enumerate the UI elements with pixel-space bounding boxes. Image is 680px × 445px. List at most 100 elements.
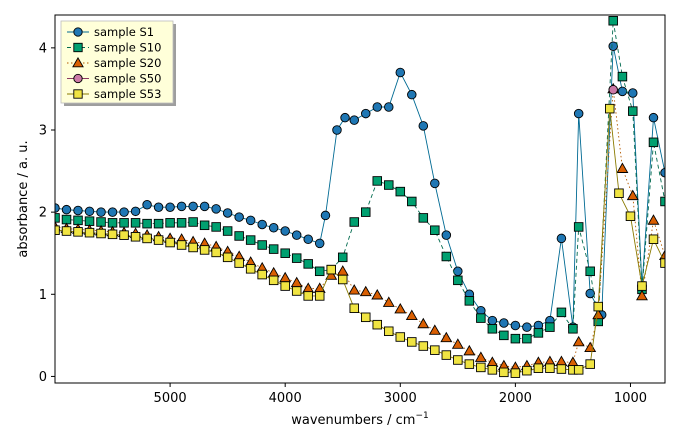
sample-s53-point (96, 228, 106, 239)
sample-s10-point (660, 196, 665, 207)
sample-s1-point (303, 234, 313, 244)
y-tick-label: 1 (39, 288, 47, 303)
sample-s20-point (382, 296, 395, 307)
sample-s10-point (245, 235, 256, 245)
sample-s53-point (476, 362, 486, 373)
sample-s53-point (453, 355, 463, 365)
sample-s20-point (474, 351, 487, 362)
sample-s53-point (593, 301, 603, 312)
sample-s53-point (349, 303, 359, 314)
sample-s53-point (222, 252, 233, 263)
sample-s53-point (119, 230, 129, 240)
sample-s1-point (119, 207, 129, 217)
legend-marker-sample-s1 (73, 27, 83, 37)
legend-label-sample-s20: sample S20 (94, 56, 161, 70)
x-axis-label-main: wavenumbers / cm (291, 413, 415, 428)
sample-s10-point (211, 222, 221, 232)
sample-s20-point (394, 302, 407, 314)
sample-s1-point (280, 226, 290, 236)
sample-s1-point (257, 219, 267, 230)
sample-s53-point (280, 281, 290, 291)
legend-marker-sample-s20 (72, 56, 84, 68)
sample-s1-point (61, 204, 72, 215)
sample-s10-point (349, 217, 359, 227)
sample-s20-point (405, 309, 418, 320)
x-axis-label-superscript: −1 (415, 411, 428, 421)
series-sample-s10 (55, 16, 665, 344)
sample-s20-point (659, 249, 665, 261)
sample-s10-point (153, 218, 164, 229)
sample-s20-point (359, 285, 372, 297)
sample-s20-point (417, 317, 430, 329)
sample-s1-point (199, 201, 210, 212)
sample-s1-point (487, 315, 498, 326)
sample-s10-point (176, 218, 187, 228)
sample-s10-point (617, 71, 628, 82)
sample-s10-point (280, 248, 290, 258)
sample-s53-point (61, 226, 72, 236)
sample-s53-point (165, 237, 175, 248)
sample-s53-point (291, 286, 302, 296)
sample-s10-point (453, 275, 463, 286)
x-tick-label: 4000 (269, 391, 302, 406)
sample-s10-point (510, 333, 521, 344)
x-tick-label: 2000 (499, 391, 532, 406)
sample-s53-point (545, 363, 555, 373)
sample-s1-point (585, 288, 595, 299)
series-sample-s50 (608, 84, 618, 95)
sample-s10-point (407, 196, 417, 207)
sample-s1-point (418, 121, 429, 131)
sample-s10-point (384, 180, 394, 190)
sample-s1-point (608, 41, 618, 51)
sample-s53-point (130, 232, 141, 242)
y-tick-label: 0 (39, 370, 47, 385)
sample-s53-point (522, 365, 532, 376)
sample-s53-point (614, 188, 624, 198)
sample-s10-point (487, 324, 498, 334)
sample-s1-point (407, 89, 417, 100)
sample-s20-point (348, 284, 361, 295)
sample-s53-point (464, 359, 475, 369)
sample-s10-point (165, 218, 175, 228)
sample-s53-point (326, 264, 336, 275)
sample-s1-point (430, 178, 440, 189)
sample-s53-point (176, 240, 187, 250)
sample-s53-point (153, 235, 164, 245)
sample-s53-point (361, 312, 371, 323)
sample-s53-point (395, 332, 406, 342)
sample-s10-point (199, 220, 210, 231)
sample-s53-point (73, 227, 83, 237)
sample-s10-point (268, 244, 279, 254)
sample-s1-point (361, 108, 371, 119)
y-axis-label: absorbance / a. u. (16, 140, 31, 257)
sample-s10-point (142, 218, 152, 229)
sample-s1-point (628, 88, 638, 98)
sample-s1-point (349, 115, 359, 125)
sample-s53-point (107, 229, 118, 240)
sample-s10-point (395, 186, 406, 197)
legend-label-sample-s10: sample S10 (94, 41, 161, 55)
sample-s53-point (585, 359, 595, 369)
sample-s10-point (585, 266, 595, 277)
y-tick-label: 2 (39, 206, 47, 221)
sample-s10-point (222, 226, 233, 236)
sample-s1-point (107, 207, 118, 217)
sample-s1-point (153, 202, 164, 212)
sample-s53-point (245, 264, 256, 274)
sample-s53-point (499, 367, 509, 378)
sample-s1-point (384, 102, 394, 112)
sample-s53-point (234, 258, 244, 268)
sample-s10-point (372, 176, 383, 186)
legend-label-sample-s1: sample S1 (94, 25, 154, 39)
sample-s20-point (371, 289, 384, 300)
sample-s20-point (626, 189, 639, 201)
sample-s53-point (199, 245, 210, 255)
sample-s1-point (453, 266, 463, 277)
sample-s53-point (257, 269, 267, 280)
sample-s53-point (533, 363, 544, 373)
sample-s10-point (130, 218, 141, 228)
sample-s1-point (188, 201, 198, 212)
sample-s1-point (522, 322, 532, 332)
sample-s1-point (499, 318, 509, 328)
